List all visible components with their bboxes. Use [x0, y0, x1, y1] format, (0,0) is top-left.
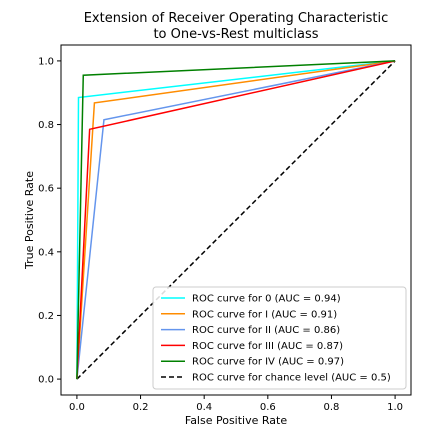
x-tick-label: 0.0 [69, 402, 85, 413]
y-axis-ticks: 0.0 0.2 0.4 0.6 0.8 1.0 [38, 56, 61, 386]
series-line-4 [76, 60, 396, 380]
series-line-1 [76, 60, 396, 380]
y-tick-label: 1.0 [38, 56, 54, 67]
x-tick-label: 0.6 [260, 402, 276, 413]
series-line-2 [76, 60, 396, 380]
x-tick-label: 0.2 [133, 402, 149, 413]
series-layer [76, 60, 396, 380]
x-tick-label: 1.0 [387, 402, 403, 413]
chart-title-line-1: Extension of Receiver Operating Characte… [84, 11, 389, 26]
y-tick-label: 0.4 [38, 247, 54, 258]
x-axis-ticks: 0.0 0.2 0.4 0.6 0.8 1.0 [69, 395, 403, 413]
x-axis-label: False Positive Rate [185, 414, 287, 427]
y-tick-label: 0.8 [38, 120, 54, 131]
y-tick-label: 0.2 [38, 311, 54, 322]
x-tick-label: 0.8 [324, 402, 340, 413]
legend-entry-label: ROC curve for I (AUC = 0.91) [192, 309, 337, 320]
legend: ROC curve for 0 (AUC = 0.94) ROC curve fo… [152, 286, 407, 390]
x-tick-label: 0.4 [196, 402, 212, 413]
y-tick-label: 0.6 [38, 184, 54, 195]
series-line-5 [76, 60, 396, 380]
legend-entry-label: ROC curve for chance level (AUC = 0.5) [192, 373, 391, 384]
legend-entry-label: ROC curve for IV (AUC = 0.97) [192, 357, 344, 368]
y-axis-label: True Positive Rate [23, 171, 36, 270]
series-line-3 [76, 60, 396, 380]
y-tick-label: 0.0 [38, 375, 54, 386]
series-line-0 [76, 60, 396, 380]
chart-title-line-2: to One-vs-Rest multiclass [153, 27, 318, 42]
legend-entry-label: ROC curve for 0 (AUC = 0.94) [192, 294, 341, 305]
legend-box [152, 286, 407, 390]
legend-entry-label: ROC curve for II (AUC = 0.86) [192, 325, 340, 336]
legend-entry-label: ROC curve for III (AUC = 0.87) [192, 341, 343, 352]
